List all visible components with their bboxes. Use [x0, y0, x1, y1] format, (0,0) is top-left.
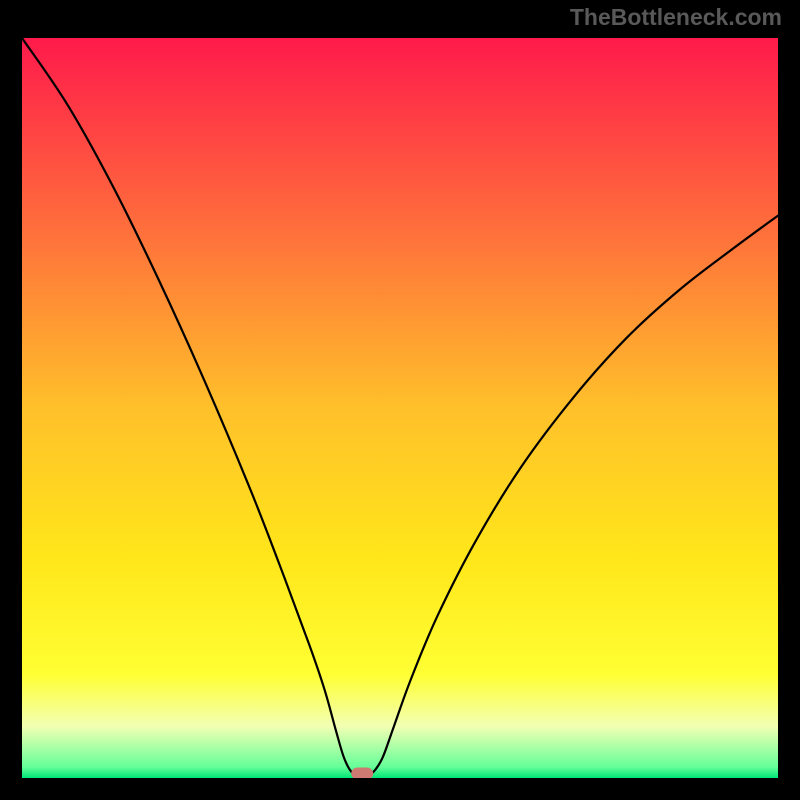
- watermark-text: TheBottleneck.com: [570, 4, 782, 31]
- optimum-marker: [351, 768, 373, 778]
- plot-area: [22, 38, 778, 778]
- marker-layer: [22, 38, 778, 778]
